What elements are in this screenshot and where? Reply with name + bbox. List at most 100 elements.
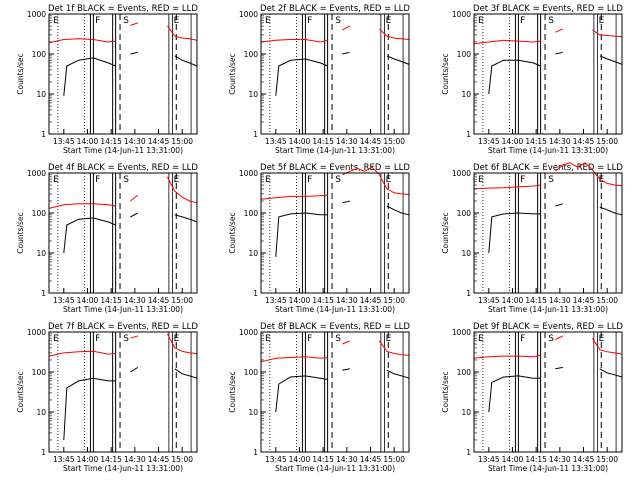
y-tick-label: 1000 bbox=[239, 328, 258, 337]
lld-series-line bbox=[48, 350, 116, 357]
x-tick-label: 14:00 bbox=[77, 137, 99, 146]
lld-series-line bbox=[166, 333, 198, 354]
x-tick-label: 14:15 bbox=[100, 455, 122, 464]
y-axis-label: Counts/sec bbox=[441, 212, 450, 253]
x-axis-label: Start Time (14-Jun-11 13:31:00) bbox=[488, 305, 608, 314]
lld-series-line bbox=[48, 38, 116, 44]
y-tick-label: 1 bbox=[466, 130, 471, 139]
x-tick-label: 14:45 bbox=[148, 296, 170, 305]
y-tick-label: 1 bbox=[41, 130, 46, 139]
events-series-line bbox=[386, 55, 410, 65]
y-tick-label: 100 bbox=[244, 209, 259, 218]
event-flag-s: S bbox=[335, 16, 341, 26]
panel-title: Det 1f BLACK = Events, RED = LLD bbox=[48, 4, 198, 14]
x-axis-label: Start Time (14-Jun-11 13:31:00) bbox=[488, 464, 608, 473]
x-tick-label: 15:00 bbox=[596, 137, 618, 146]
event-flag-f: F bbox=[95, 334, 100, 344]
x-tick-label: 15:00 bbox=[171, 455, 193, 464]
events-series-line bbox=[130, 366, 139, 373]
x-tick-label: 15:00 bbox=[596, 296, 618, 305]
y-tick-label: 100 bbox=[244, 50, 259, 59]
y-tick-label: 1 bbox=[253, 289, 258, 298]
x-tick-label: 14:45 bbox=[360, 455, 382, 464]
lld-series-line bbox=[166, 176, 198, 204]
event-flag-f: F bbox=[520, 175, 525, 185]
event-flag-e: E bbox=[478, 16, 484, 26]
events-series-line bbox=[275, 212, 328, 257]
events-series-line bbox=[63, 57, 116, 96]
events-series-line bbox=[275, 375, 328, 413]
x-tick-label: 13:45 bbox=[478, 296, 500, 305]
x-tick-label: 14:30 bbox=[336, 455, 358, 464]
event-flag-s: S bbox=[548, 175, 554, 185]
x-tick-label: 14:30 bbox=[124, 455, 146, 464]
event-flag-f: F bbox=[520, 334, 525, 344]
lld-series-line bbox=[130, 194, 139, 202]
x-axis-label: Start Time (14-Jun-11 13:31:00) bbox=[488, 146, 608, 155]
y-axis-label: Counts/sec bbox=[16, 212, 25, 253]
event-flag-f: F bbox=[307, 334, 312, 344]
x-tick-label: 14:30 bbox=[549, 455, 571, 464]
event-flag-s: S bbox=[548, 334, 554, 344]
panel-title: Det 5f BLACK = Events, RED = LLD bbox=[260, 163, 410, 173]
panel-title: Det 2f BLACK = Events, RED = LLD bbox=[260, 4, 410, 14]
y-tick-label: 100 bbox=[32, 209, 47, 218]
x-tick-label: 14:00 bbox=[77, 455, 99, 464]
y-tick-label: 1000 bbox=[452, 328, 471, 337]
event-flag-e: E bbox=[599, 334, 605, 344]
x-tick-label: 14:15 bbox=[525, 455, 547, 464]
y-tick-label: 10 bbox=[248, 408, 258, 417]
events-series-line bbox=[488, 375, 541, 413]
x-tick-label: 14:15 bbox=[312, 296, 334, 305]
lld-series-line bbox=[473, 184, 541, 190]
lld-series-line bbox=[260, 356, 328, 363]
events-series-line bbox=[599, 206, 623, 216]
plot-frame bbox=[260, 13, 410, 135]
events-series-line bbox=[555, 51, 563, 55]
y-axis-label: Counts/sec bbox=[441, 371, 450, 412]
plot-frame bbox=[48, 172, 198, 294]
event-flag-e: E bbox=[53, 175, 59, 185]
y-tick-label: 10 bbox=[461, 90, 471, 99]
events-series-line bbox=[599, 368, 623, 378]
y-tick-label: 1 bbox=[41, 448, 46, 457]
panel-title: Det 6f BLACK = Events, RED = LLD bbox=[473, 163, 623, 173]
events-series-line bbox=[275, 58, 328, 96]
x-tick-label: 15:00 bbox=[383, 296, 405, 305]
x-axis-label: Start Time (14-Jun-11 13:31:00) bbox=[275, 305, 395, 314]
y-axis-label: Counts/sec bbox=[16, 53, 25, 94]
events-series-line bbox=[342, 51, 350, 55]
y-tick-label: 100 bbox=[244, 368, 259, 377]
y-tick-label: 10 bbox=[248, 249, 258, 258]
detector-panel-3: Det 3f BLACK = Events, RED = LLD E F S E 1 10 1… bbox=[441, 4, 623, 155]
detector-panel-1: Det 1f BLACK = Events, RED = LLD E F S E 1 10 1… bbox=[16, 4, 198, 155]
event-flag-f: F bbox=[95, 175, 100, 185]
x-tick-label: 14:00 bbox=[289, 455, 311, 464]
x-tick-label: 14:00 bbox=[502, 455, 524, 464]
lld-series-line bbox=[260, 194, 328, 200]
lld-series-line bbox=[555, 335, 564, 340]
events-series-line bbox=[488, 59, 541, 95]
panel-title: Det 8f BLACK = Events, RED = LLD bbox=[260, 322, 410, 332]
events-series-line bbox=[386, 369, 410, 379]
events-series-line bbox=[63, 217, 116, 254]
events-series-line bbox=[555, 366, 563, 370]
x-tick-label: 13:45 bbox=[478, 455, 500, 464]
events-series-line bbox=[130, 51, 138, 55]
event-flag-s: S bbox=[123, 334, 129, 344]
x-tick-label: 14:00 bbox=[502, 296, 524, 305]
event-flag-e: E bbox=[478, 175, 484, 185]
event-flag-e: E bbox=[53, 334, 59, 344]
y-axis-label: Counts/sec bbox=[228, 53, 237, 94]
lld-series-line bbox=[379, 28, 410, 40]
lld-series-line bbox=[378, 340, 410, 356]
y-tick-label: 10 bbox=[461, 408, 471, 417]
x-tick-label: 14:30 bbox=[124, 137, 146, 146]
x-axis-label: Start Time (14-Jun-11 13:31:00) bbox=[275, 146, 395, 155]
y-tick-label: 1 bbox=[253, 448, 258, 457]
y-tick-label: 100 bbox=[32, 50, 47, 59]
event-flag-e: E bbox=[478, 334, 484, 344]
plot-frame bbox=[473, 172, 623, 294]
event-flag-e: E bbox=[386, 175, 392, 185]
